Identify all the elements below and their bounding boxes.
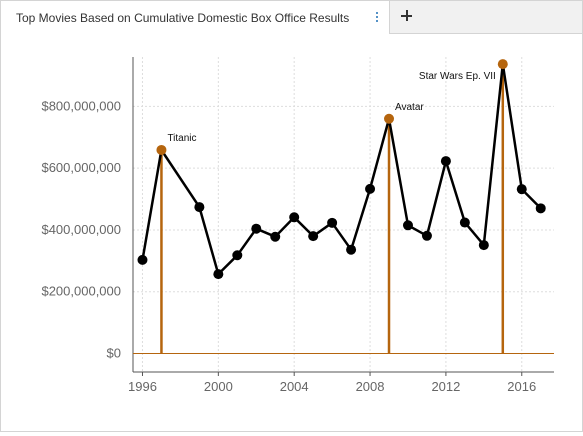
data-point [516, 184, 527, 195]
y-tick-label: $400,000,000 [41, 222, 121, 237]
data-point [213, 269, 224, 280]
data-point [289, 212, 300, 223]
x-tick-label: 2000 [204, 379, 233, 394]
data-point [365, 183, 376, 194]
highlight-point [384, 113, 395, 124]
plus-icon[interactable] [397, 6, 417, 26]
x-tick-label: 2016 [507, 379, 536, 394]
x-tick-label: 1996 [128, 379, 157, 394]
data-point [459, 217, 470, 228]
highlight-point [497, 59, 508, 70]
x-tick-label: 2012 [431, 379, 460, 394]
box-office-chart: $0 $200,000,000 $400,000,000 $600,000,000 $8… [41, 57, 554, 394]
y-tick-label: $0 [107, 345, 121, 360]
highlight-label: Avatar [395, 102, 424, 113]
x-tick-label: 2008 [356, 379, 385, 394]
tab-title: Top Movies Based on Cumulative Domestic … [16, 11, 350, 25]
highlight-label: Star Wars Ep. VII [419, 71, 496, 82]
y-tick-label: $800,000,000 [41, 98, 121, 113]
highlight-point [156, 144, 167, 155]
data-point [421, 230, 432, 241]
highlight-label: Titanic [167, 133, 196, 144]
x-tick-label: 2004 [280, 379, 309, 394]
chart-area: $0 $200,000,000 $400,000,000 $600,000,000 $8… [1, 34, 582, 431]
y-tick-label: $200,000,000 [41, 284, 121, 299]
data-point [251, 223, 262, 234]
data-point [232, 250, 243, 261]
data-point [402, 220, 413, 231]
tab-bar: Top Movies Based on Cumulative Domestic … [1, 1, 582, 34]
y-tick-label: $600,000,000 [41, 160, 121, 175]
data-point [194, 202, 205, 213]
data-point [535, 203, 546, 214]
data-point [137, 254, 148, 265]
data-point [346, 244, 357, 255]
data-point [440, 156, 451, 167]
tab-top-movies[interactable]: Top Movies Based on Cumulative Domestic … [1, 1, 390, 34]
data-point [478, 240, 489, 251]
kebab-menu-icon[interactable] [370, 8, 384, 26]
data-point [308, 231, 319, 242]
data-point [327, 217, 338, 228]
data-point [270, 231, 281, 242]
